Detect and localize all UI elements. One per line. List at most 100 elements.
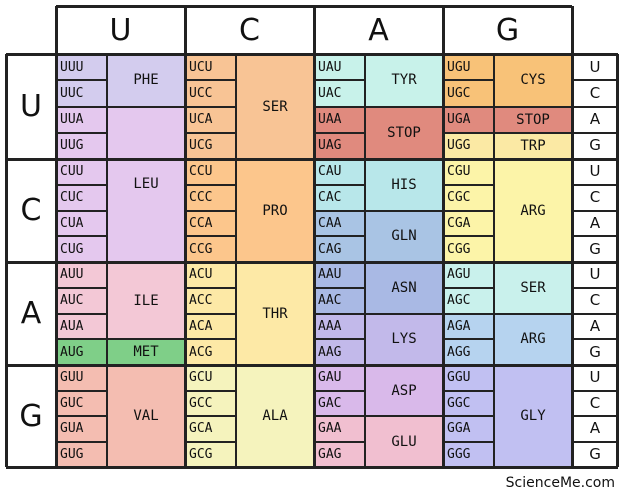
codon-auc: AUC [56, 287, 107, 314]
codon-cgg: CGG [443, 236, 494, 262]
third-base-u: U [572, 262, 618, 288]
amino-acid-glu: GLU [365, 416, 443, 467]
amino-acid-trp: TRP [494, 132, 572, 159]
amino-acid-met: MET [107, 339, 185, 365]
row-header-g: G [6, 365, 56, 467]
codon-gcg: GCG [185, 441, 236, 467]
third-base-u: U [572, 159, 618, 185]
codon-agg: AGG [443, 339, 494, 365]
codon-uug: UUG [56, 132, 107, 159]
codon-ggg: GGG [443, 441, 494, 467]
amino-acid-ile: ILE [107, 262, 185, 340]
codon-uau: UAU [314, 54, 365, 81]
grid-line [616, 54, 619, 467]
codon-ucg: UCG [185, 132, 236, 159]
amino-acid-cys: CYS [494, 54, 572, 107]
codon-uag: UAG [314, 132, 365, 159]
codon-ugu: UGU [443, 54, 494, 81]
codon-gug: GUG [56, 441, 107, 467]
grid-line [313, 6, 316, 467]
codon-gag: GAG [314, 441, 365, 467]
codon-uca: UCA [185, 106, 236, 133]
codon-acu: ACU [185, 262, 236, 288]
codon-uuc: UUC [56, 80, 107, 107]
codon-gcc: GCC [185, 390, 236, 416]
column-header-c: C [185, 6, 314, 54]
codon-ugc: UGC [443, 80, 494, 107]
grid-line [6, 53, 618, 56]
third-base-c: C [572, 184, 618, 211]
third-base-g: G [572, 236, 618, 262]
third-base-a: A [572, 416, 618, 442]
grid-line [6, 261, 618, 264]
row-header-u: U [6, 54, 56, 159]
codon-aau: AAU [314, 262, 365, 288]
grid-line [571, 6, 574, 467]
codon-acc: ACC [185, 287, 236, 314]
credit-text: ScienceMe.com [505, 475, 615, 491]
grid-line [6, 466, 618, 469]
codon-cca: CCA [185, 210, 236, 237]
codon-gga: GGA [443, 416, 494, 442]
third-base-a: A [572, 210, 618, 237]
codon-ccu: CCU [185, 159, 236, 185]
amino-acid-arg: ARG [494, 159, 572, 262]
codon-cac: CAC [314, 184, 365, 211]
codon-aag: AAG [314, 339, 365, 365]
codon-uac: UAC [314, 80, 365, 107]
codon-guu: GUU [56, 365, 107, 391]
amino-acid-gln: GLN [365, 210, 443, 262]
amino-acid-leu: LEU [107, 106, 185, 262]
codon-ugg: UGG [443, 132, 494, 159]
codon-agu: AGU [443, 262, 494, 288]
codon-aac: AAC [314, 287, 365, 314]
grid-line [55, 6, 58, 467]
third-base-u: U [572, 54, 618, 81]
amino-acid-stop: STOP [365, 106, 443, 159]
amino-acid-asn: ASN [365, 262, 443, 314]
grid-line [6, 158, 618, 161]
amino-acid-phe: PHE [107, 54, 185, 107]
codon-ucc: UCC [185, 80, 236, 107]
third-base-u: U [572, 365, 618, 391]
amino-acid-thr: THR [236, 262, 314, 365]
codon-cuc: CUC [56, 184, 107, 211]
codon-cug: CUG [56, 236, 107, 262]
column-header-g: G [443, 6, 572, 54]
codon-cuu: CUU [56, 159, 107, 185]
row-header-c: C [6, 159, 56, 262]
amino-acid-ala: ALA [236, 365, 314, 467]
grid-line [56, 5, 572, 8]
codon-ccg: CCG [185, 236, 236, 262]
codon-cag: CAG [314, 236, 365, 262]
third-base-g: G [572, 132, 618, 159]
codon-ggu: GGU [443, 365, 494, 391]
third-base-a: A [572, 106, 618, 133]
codon-cua: CUA [56, 210, 107, 237]
amino-acid-val: VAL [107, 365, 185, 467]
codon-aaa: AAA [314, 313, 365, 340]
amino-acid-gly: GLY [494, 365, 572, 467]
amino-acid-his: HIS [365, 159, 443, 211]
codon-cgc: CGC [443, 184, 494, 211]
codon-gau: GAU [314, 365, 365, 391]
codon-gcu: GCU [185, 365, 236, 391]
codon-acg: ACG [185, 339, 236, 365]
row-header-a: A [6, 262, 56, 365]
codon-aua: AUA [56, 313, 107, 340]
codon-cau: CAU [314, 159, 365, 185]
codon-gaa: GAA [314, 416, 365, 442]
amino-acid-lys: LYS [365, 313, 443, 365]
amino-acid-stop-uga: STOP [494, 106, 572, 133]
third-base-c: C [572, 390, 618, 416]
codon-ggc: GGC [443, 390, 494, 416]
column-header-a: A [314, 6, 443, 54]
codon-aga: AGA [443, 313, 494, 340]
third-base-a: A [572, 313, 618, 340]
codon-uuu: UUU [56, 54, 107, 81]
third-base-g: G [572, 339, 618, 365]
grid-line [442, 6, 445, 467]
third-base-c: C [572, 287, 618, 314]
amino-acid-arg2: ARG [494, 313, 572, 365]
